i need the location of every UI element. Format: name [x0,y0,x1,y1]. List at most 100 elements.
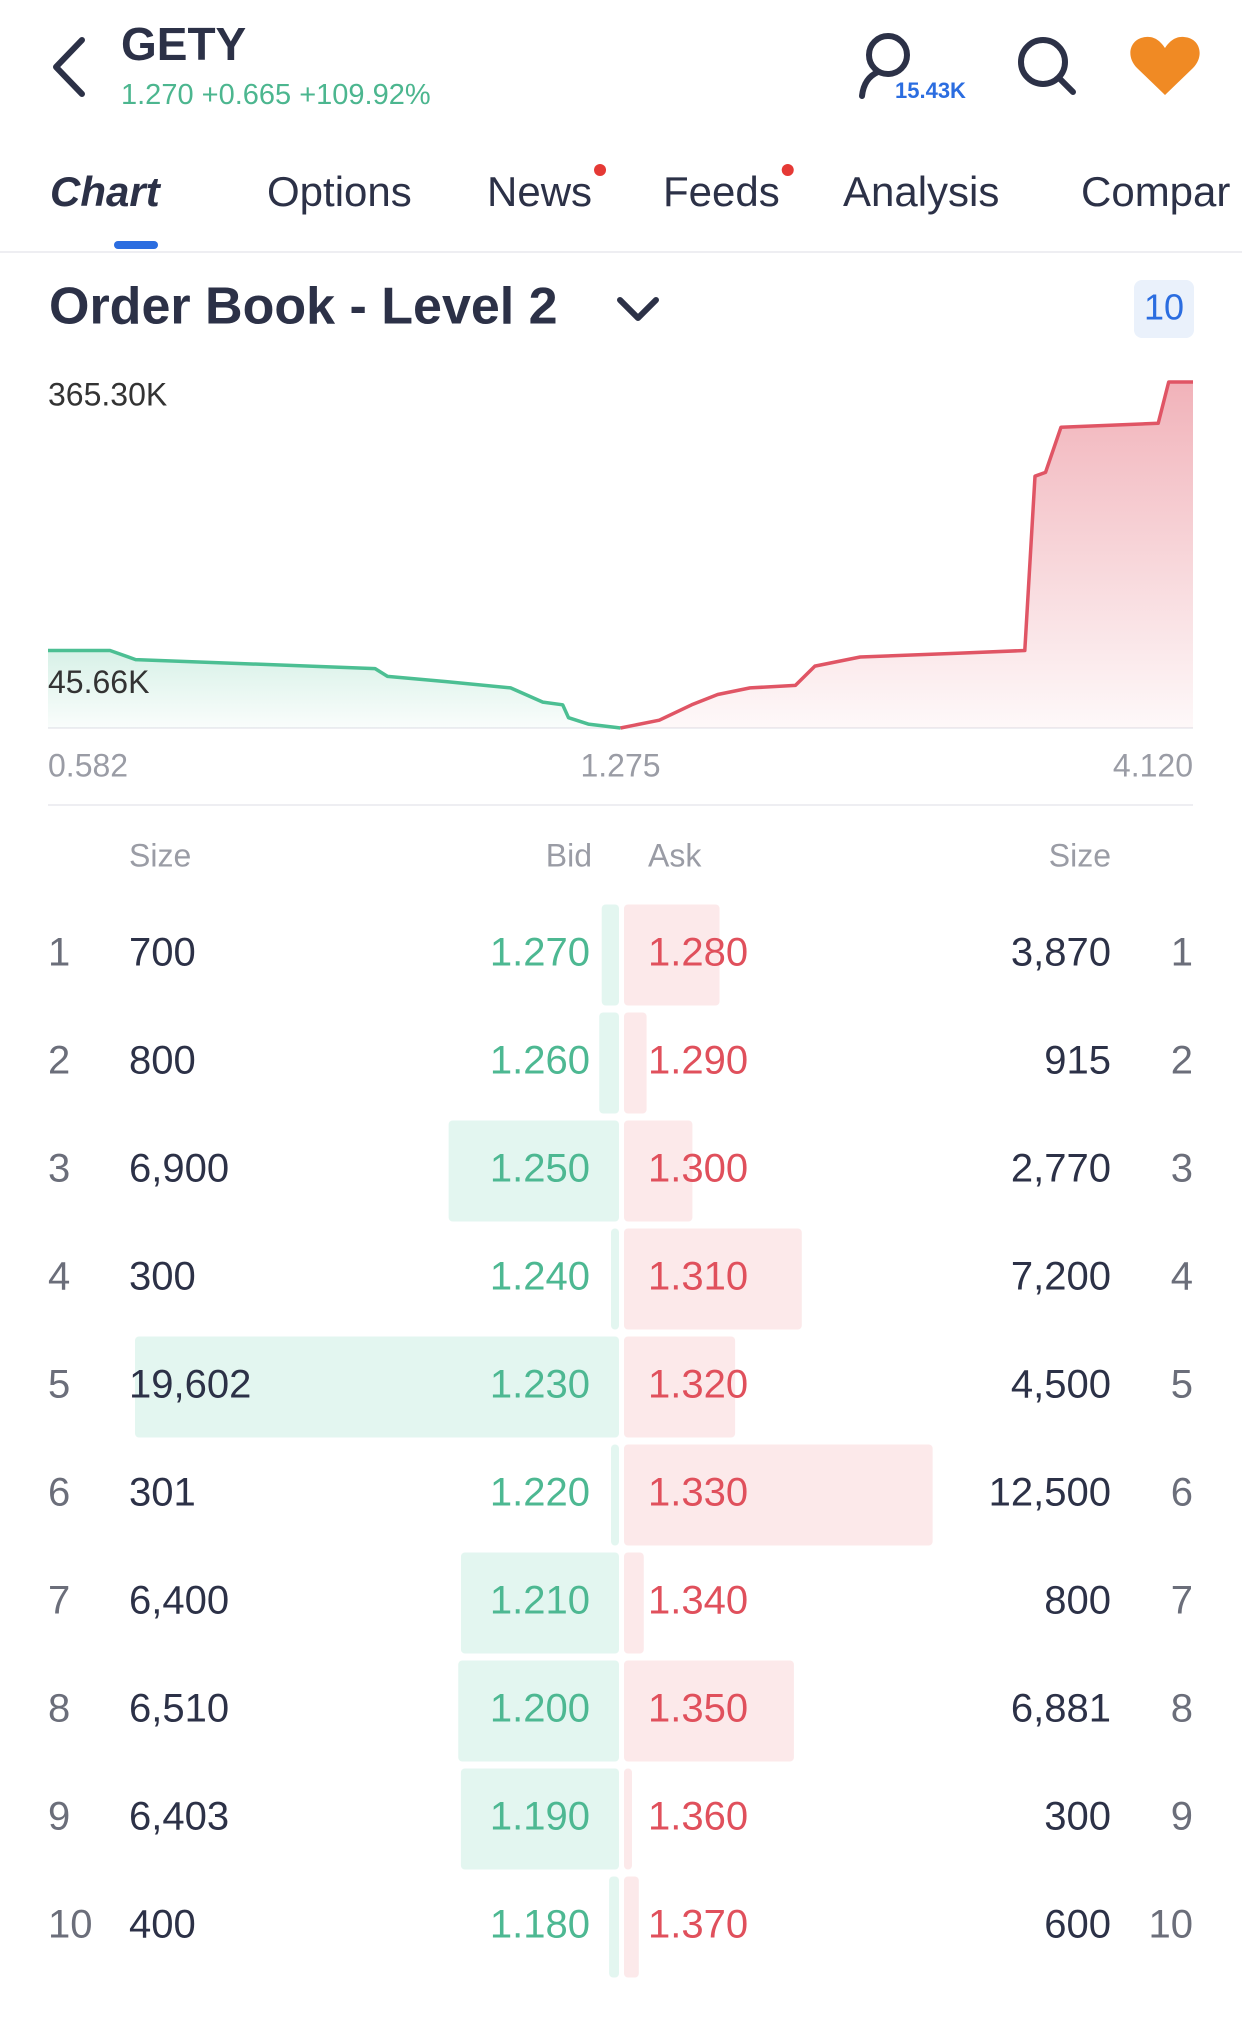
bid-level: 9 [48,1795,70,1839]
ask-level: 5 [1171,1363,1193,1407]
section-title: Order Book - Level 2 [49,278,558,336]
search-icon[interactable] [1018,37,1076,95]
ask-level: 8 [1171,1687,1193,1731]
depth-line [620,380,1193,730]
bid-size: 19,602 [129,1363,251,1407]
symbol: GETY [121,18,246,70]
ask-size: 2,770 [1011,1147,1111,1191]
follow-icon[interactable] [859,33,910,99]
column-header: Size [129,837,191,873]
bid-size-bar [460,1552,619,1654]
ask-size-bar [624,1012,647,1114]
bid-level: 4 [48,1255,70,1299]
bid-size: 700 [129,931,196,975]
active-tab-indicator [114,241,158,249]
bid-price: 1.270 [490,931,590,975]
ask-size: 600 [1044,1903,1111,1947]
bid-size-bar [599,1012,619,1114]
bid-price: 1.190 [490,1795,590,1839]
bid-size: 301 [129,1471,196,1515]
bid-size: 6,510 [129,1687,229,1731]
tab[interactable]: Compar [1081,168,1230,215]
ask-level: 7 [1171,1579,1193,1623]
bid-level: 10 [48,1903,93,1947]
bid-size: 400 [129,1903,196,1947]
bid-size: 6,900 [129,1147,229,1191]
column-header: Ask [648,837,702,873]
price: 1.270 [121,79,194,111]
tab[interactable]: Feeds [663,168,780,215]
bid-price: 1.230 [490,1363,590,1407]
depth-setting: 10 [1144,287,1184,328]
tab[interactable]: Chart [50,168,162,215]
bid-price: 1.220 [490,1471,590,1515]
ask-level: 3 [1171,1147,1193,1191]
column-header: Size [1049,837,1111,873]
ask-price: 1.360 [648,1795,748,1839]
ask-size: 915 [1044,1039,1111,1083]
ask-price: 1.310 [648,1255,748,1299]
bid-level: 1 [48,931,70,975]
tab[interactable]: Options [267,168,412,215]
bid-size-bar [458,1660,619,1762]
bid-size: 800 [129,1039,196,1083]
bid-size-bar [611,1444,619,1546]
bid-level: 6 [48,1471,70,1515]
ask-size-bar [624,1120,693,1222]
ask-size-bar [624,1876,639,1978]
ask-size: 300 [1044,1795,1111,1839]
x-tick-label: 1.275 [580,747,660,783]
ask-level: 4 [1171,1255,1193,1299]
tab[interactable]: Analysis [843,168,999,215]
ask-price: 1.290 [648,1039,748,1083]
back-button[interactable] [53,37,85,97]
ask-size-bar [624,1552,644,1654]
x-tick-label: 4.120 [1113,747,1193,783]
ask-price: 1.330 [648,1471,748,1515]
bid-size-bar [135,1336,619,1438]
depth-area [48,650,621,728]
dropdown-chevron[interactable] [617,297,659,321]
quote: 1.270 +0.665 +109.92% [121,79,431,111]
ask-price: 1.300 [648,1147,748,1191]
x-tick-label: 0.582 [48,747,128,783]
change: +0.665 [202,79,292,111]
notification-dot [781,164,794,176]
bid-price: 1.180 [490,1903,590,1947]
followers-count: 15.43K [895,78,966,103]
bid-price: 1.210 [490,1579,590,1623]
y-tick-label: 365.30K [48,376,167,412]
bid-size-bar [609,1876,619,1978]
bid-price: 1.260 [490,1039,590,1083]
ask-size-bar [624,1768,632,1870]
ask-size: 4,500 [1011,1363,1111,1407]
bid-size-bar [601,904,619,1006]
favorite-icon[interactable] [1130,36,1200,95]
ask-size: 6,881 [1011,1687,1111,1731]
bid-size: 6,403 [129,1795,229,1839]
ask-size-bar [624,1444,933,1546]
notification-dot [594,164,607,176]
ask-size-bar [624,904,720,1006]
ask-size-bar [624,1228,802,1330]
ask-price: 1.280 [648,931,748,975]
bid-size-bar [460,1768,619,1870]
bid-level: 3 [48,1147,70,1191]
change-pct: +109.92% [299,79,430,111]
ask-size-bar [624,1660,794,1762]
ask-price: 1.350 [648,1687,748,1731]
bid-size: 300 [129,1255,196,1299]
bid-level: 2 [48,1039,70,1083]
ask-level: 2 [1171,1039,1193,1083]
bid-level: 8 [48,1687,70,1731]
tab[interactable]: News [487,168,592,215]
ask-level: 10 [1149,1903,1194,1947]
bid-price: 1.240 [490,1255,590,1299]
depth-area [620,382,1193,728]
bid-size-bar [611,1228,619,1330]
depth-badge[interactable] [1134,280,1194,338]
ask-level: 9 [1171,1795,1193,1839]
ask-size: 3,870 [1011,931,1111,975]
ask-size: 7,200 [1011,1255,1111,1299]
bid-level: 5 [48,1363,70,1407]
